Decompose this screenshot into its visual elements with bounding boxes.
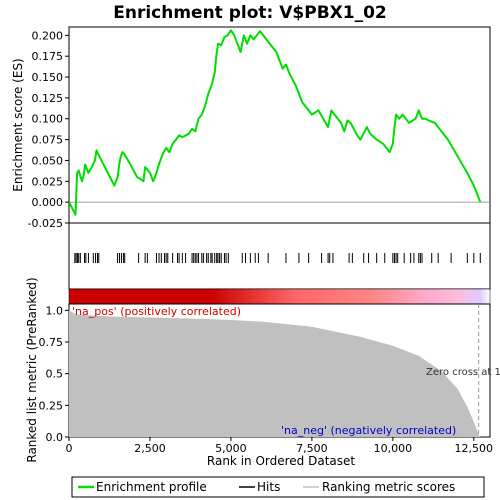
- es-panel-frame: [68, 26, 491, 224]
- ranked-y-tick-label: 1.0: [46, 304, 64, 317]
- enrichment-profile-line: [69, 29, 482, 216]
- x-tick-label: 7,500: [296, 442, 328, 455]
- chart-title: Enrichment plot: V$PBX1_02: [113, 3, 387, 23]
- legend-enrichment-label: Enrichment profile: [96, 480, 207, 494]
- x-tick-label: 12,500: [455, 442, 494, 455]
- hits-lines: [74, 253, 481, 263]
- legend-ranking-label: Ranking metric scores: [322, 480, 455, 494]
- es-y-tick-label: 0.125: [32, 92, 64, 105]
- es-y-tick-label: -0.025: [28, 217, 63, 230]
- ranked-heatmap-bar: [68, 288, 491, 305]
- hits-panel-frame: [68, 222, 491, 290]
- ranked-y-tick-label: 0.0: [46, 431, 64, 444]
- es-y-tick-label: 0.175: [32, 50, 64, 63]
- es-y-tick-label: 0.075: [32, 134, 64, 147]
- x-tick-label: 5,000: [215, 442, 247, 455]
- ranking-metric-area: [69, 310, 481, 437]
- es-y-tick-label: 0.000: [32, 196, 64, 209]
- es-y-tick-label: 0.100: [32, 113, 64, 126]
- legend: Enrichment profile Hits Ranking metric s…: [71, 476, 485, 498]
- es-y-axis: -0.025 0.000 0.025 0.050 0.075 0.100 0.125 0.15…: [28, 29, 69, 230]
- ranked-y-axis-label: Ranked list metric (PreRanked): [25, 277, 39, 462]
- x-tick-label: 2,500: [134, 442, 166, 455]
- x-tick-label: 0: [66, 442, 73, 455]
- zero-cross-label: Zero cross at 1: [426, 367, 500, 378]
- x-tick-label: 10,000: [374, 442, 413, 455]
- x-axis: 0 2,500 5,000 7,500 10,000 12,500: [66, 437, 494, 455]
- x-axis-label: Rank in Ordered Dataset: [207, 454, 355, 468]
- legend-box: [71, 476, 485, 498]
- ranked-y-tick-label: 0.75: [39, 336, 64, 349]
- es-y-tick-label: 0.025: [32, 175, 64, 188]
- es-y-tick-label: 0.150: [32, 71, 64, 84]
- negative-correlation-label: 'na_neg' (negatively correlated): [281, 424, 456, 437]
- positive-correlation-label: 'na_pos' (positively correlated): [72, 305, 241, 318]
- ranked-y-tick-label: 0.5: [46, 368, 64, 381]
- es-y-tick-label: 0.200: [32, 29, 64, 42]
- es-y-axis-label: Enrichment score (ES): [11, 58, 25, 191]
- ranked-y-axis: 0.0 0.25 0.5 0.75 1.0: [39, 304, 69, 444]
- ranked-y-tick-label: 0.25: [39, 399, 64, 412]
- es-y-tick-label: 0.050: [32, 154, 64, 167]
- legend-hits-label: Hits: [257, 480, 280, 494]
